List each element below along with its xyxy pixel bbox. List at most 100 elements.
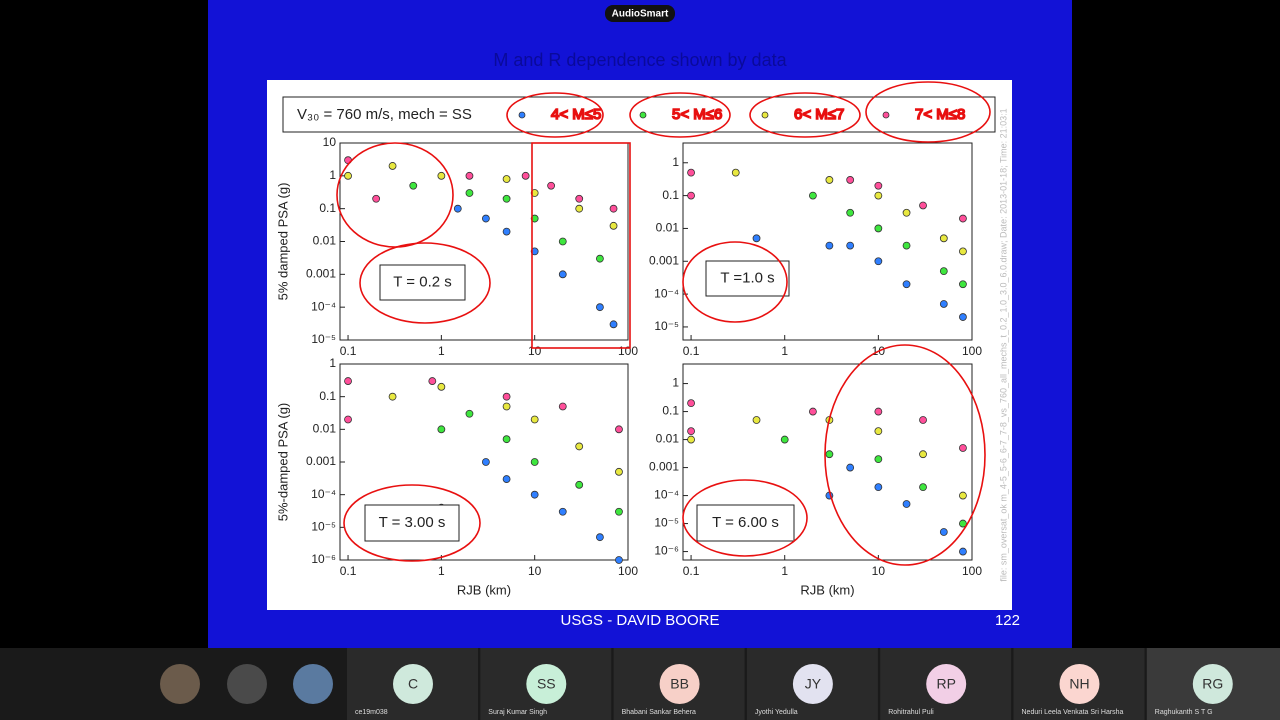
annotation xyxy=(749,92,861,138)
point xyxy=(596,254,604,263)
point xyxy=(388,392,397,401)
point xyxy=(575,194,584,203)
plot: 0.1 1 10 100 1 0.1 0.01 0.001 10⁻⁴ 10⁻⁵ 10⁻⁶ T = 6.… xyxy=(649,363,982,597)
point xyxy=(874,191,883,200)
point xyxy=(752,416,761,424)
point xyxy=(874,427,883,436)
x-tick-label: 10 xyxy=(528,564,542,578)
point xyxy=(959,547,967,556)
y-tick-label: 10⁻⁵ xyxy=(654,319,679,333)
x-axis-label: RJB (km) xyxy=(800,582,854,597)
y-tick-label: 0.01 xyxy=(656,221,680,235)
point xyxy=(902,280,911,289)
point xyxy=(558,237,567,246)
y-tick-label: 10⁻⁴ xyxy=(311,487,336,501)
point xyxy=(428,377,437,385)
point xyxy=(502,175,511,183)
x-tick-label: 100 xyxy=(618,564,638,578)
x-tick-label: 100 xyxy=(962,344,982,358)
point xyxy=(465,409,474,418)
y-tick-label: 10⁻⁴ xyxy=(311,299,336,313)
point xyxy=(825,176,834,184)
point xyxy=(959,247,967,256)
period-label: T =1.0 s xyxy=(720,269,774,286)
y-tick-label: 0.01 xyxy=(313,234,337,248)
y-axis-label: 5%-damped PSA (g) xyxy=(275,403,290,522)
point xyxy=(919,416,927,424)
annotation xyxy=(359,242,491,324)
legend-entry: 6< M≤7 xyxy=(794,106,844,123)
y-tick-label: 0.1 xyxy=(662,404,679,418)
point xyxy=(481,214,490,223)
plot: 0.1 1 10 100 1 0.1 0.01 0.001 10⁻⁴ 10⁻⁵ 10⁻⁶ T = 3.… xyxy=(275,356,638,597)
y-tick-label: 1 xyxy=(672,376,679,390)
point xyxy=(465,171,474,180)
point xyxy=(846,241,855,250)
point xyxy=(609,204,618,213)
avatar xyxy=(1192,664,1233,704)
video-thumb[interactable] xyxy=(293,664,333,704)
avatar xyxy=(659,664,700,704)
point xyxy=(530,415,539,424)
point xyxy=(874,455,883,464)
point xyxy=(530,247,539,256)
point xyxy=(437,382,446,391)
point xyxy=(502,435,511,444)
video-thumb[interactable] xyxy=(160,664,200,704)
participant-name: ce19m038 xyxy=(355,709,388,716)
x-tick-label: 0.1 xyxy=(340,344,357,358)
point xyxy=(687,168,695,177)
point xyxy=(919,450,927,459)
point xyxy=(530,214,539,223)
avatar-initials: JY xyxy=(805,676,822,692)
video-thumb[interactable] xyxy=(227,664,267,704)
point xyxy=(575,442,584,451)
point xyxy=(939,528,948,536)
x-tick-label: 1 xyxy=(438,564,445,578)
point xyxy=(344,171,352,180)
participant-name: Rohitrahul Puli xyxy=(888,709,934,716)
x-tick-label: 0.1 xyxy=(683,344,700,358)
point xyxy=(437,425,446,434)
y-tick-label: 0.001 xyxy=(306,454,336,468)
x-tick-label: 0.1 xyxy=(340,564,357,578)
point xyxy=(902,241,911,250)
badge xyxy=(605,5,675,22)
x-tick-label: 1 xyxy=(438,344,445,358)
annotation xyxy=(824,344,986,566)
y-tick-label: 0.01 xyxy=(656,432,680,446)
legend-title: V₃₀ = 760 m/s, mech = SS xyxy=(297,106,472,123)
participant-name: Suraj Kumar Singh xyxy=(488,709,547,716)
point xyxy=(846,208,855,217)
period-box xyxy=(364,504,460,542)
point xyxy=(615,507,623,516)
point xyxy=(959,313,967,321)
point xyxy=(481,458,490,466)
x-tick-label: 10 xyxy=(872,564,886,578)
avatar xyxy=(792,664,833,704)
point xyxy=(846,176,855,184)
point xyxy=(609,221,618,230)
avatar xyxy=(1059,664,1100,704)
y-tick-label: 10⁻⁶ xyxy=(311,552,336,566)
x-tick-label: 10 xyxy=(528,344,542,358)
period-label: T = 3.00 s xyxy=(379,514,446,531)
point xyxy=(558,507,567,516)
avatar xyxy=(526,664,567,704)
point xyxy=(502,194,511,203)
point xyxy=(502,227,511,236)
point xyxy=(939,234,948,243)
point xyxy=(530,490,539,499)
y-tick-label: 10⁻⁶ xyxy=(654,544,679,558)
point xyxy=(502,392,511,401)
point xyxy=(959,519,967,528)
x-axis-label: RJB (km) xyxy=(457,582,511,597)
point xyxy=(959,214,967,223)
y-tick-label: 0.1 xyxy=(662,188,679,202)
point xyxy=(453,204,462,213)
legend-marker xyxy=(518,111,526,119)
period-box xyxy=(696,504,795,542)
point xyxy=(959,280,967,289)
